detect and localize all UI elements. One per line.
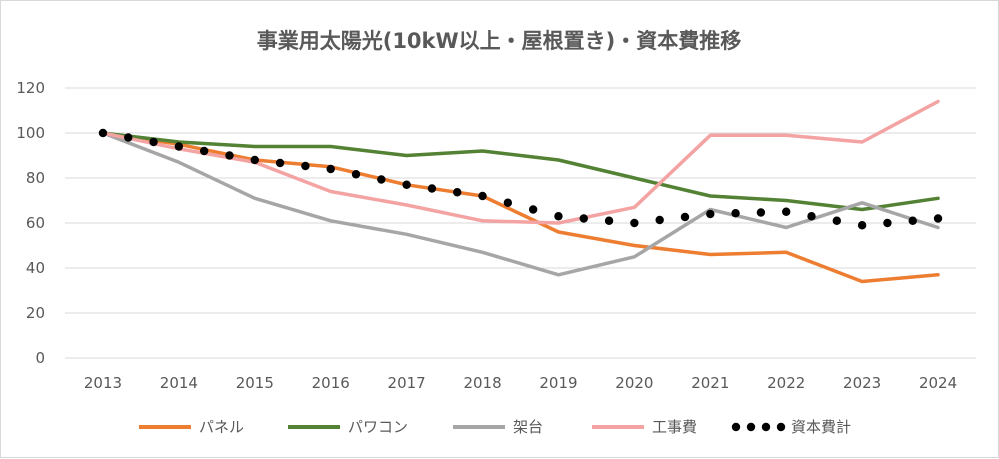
x-tick-label: 2020: [615, 374, 653, 392]
legend-swatch: [761, 422, 771, 432]
series-dot: [427, 184, 437, 193]
series-dot: [351, 170, 361, 179]
x-tick-label: 2018: [463, 374, 501, 392]
series-dot: [630, 218, 639, 228]
series-dot: [301, 161, 310, 171]
series-dot: [174, 142, 184, 151]
series-line: [101, 131, 940, 277]
x-tick-label: 2019: [539, 374, 577, 392]
y-tick-label: 20: [26, 304, 45, 322]
series-dot: [453, 188, 462, 197]
series-dot: [782, 207, 791, 216]
series-dot: [250, 155, 259, 165]
series-dot: [225, 151, 234, 160]
series-dot: [326, 164, 335, 174]
y-tick-label: 40: [26, 259, 45, 277]
series-dot: [579, 214, 588, 223]
legend-swatch: [776, 422, 786, 432]
series-line: [101, 131, 940, 212]
y-tick-label: 60: [26, 214, 45, 232]
legend-label: 資本費計: [791, 418, 851, 436]
series-dot: [756, 208, 766, 217]
x-tick-label: 2015: [236, 374, 274, 392]
x-tick-label: 2023: [843, 374, 881, 392]
x-tick-label: 2014: [160, 374, 198, 392]
legend-item: 工事費: [592, 418, 697, 436]
legend-item: パネル: [139, 418, 244, 436]
series-dot: [554, 212, 563, 221]
y-tick-label: 0: [35, 349, 45, 367]
series-dot: [832, 216, 842, 225]
series-dot: [149, 137, 158, 147]
series-lines: [98, 99, 943, 284]
series-dot: [377, 175, 386, 184]
y-tick-label: 120: [16, 79, 45, 97]
series-dot: [807, 212, 816, 221]
y-tick-label: 100: [16, 124, 45, 142]
series-dot: [933, 214, 943, 223]
x-tick-label: 2024: [919, 374, 957, 392]
legend: パネル パワコン 架台 工事費 資本費計: [139, 418, 851, 436]
series-dot: [503, 198, 513, 207]
legend-swatch: [746, 422, 756, 432]
legend-swatch: [731, 422, 741, 432]
legend-label: 架台: [513, 418, 543, 436]
series-line: [101, 131, 940, 284]
series-dot: [528, 205, 538, 214]
legend-label: パワコン: [348, 418, 408, 436]
series-dot: [857, 221, 867, 230]
series-dot: [98, 128, 108, 138]
series-dot: [731, 209, 740, 218]
x-tick-label: 2013: [84, 374, 122, 392]
y-tick-label: 80: [26, 169, 45, 187]
x-tick-label: 2022: [767, 374, 805, 392]
legend-label: パネル: [199, 418, 244, 436]
x-tick-label: 2017: [388, 374, 426, 392]
legend-item: 架台: [453, 418, 543, 436]
chart-title: 事業用太陽光(10kW以上・屋根置き)・資本費推移: [257, 29, 742, 53]
series-dot: [883, 218, 892, 228]
series-dot: [478, 191, 487, 201]
series-dot: [655, 215, 664, 225]
series-line: [101, 99, 940, 225]
series-dot: [680, 212, 690, 222]
legend-item: パワコン: [288, 418, 408, 436]
series-dot: [275, 158, 285, 168]
series-dot: [604, 216, 614, 225]
series-dot: [402, 180, 411, 189]
grid-lines: [65, 87, 976, 359]
series-dot: [199, 146, 209, 156]
x-axis-ticks: 2013 2014 2015 2016 2017 2018 2019 2020 2021 2022…: [84, 374, 957, 392]
legend-item: 資本費計: [731, 418, 851, 436]
series-dot: [124, 133, 133, 142]
y-axis-ticks: 0 20 40 60 80 100 120: [16, 79, 45, 367]
x-tick-label: 2021: [691, 374, 729, 392]
series-capital-cost-total: [98, 128, 943, 230]
series-dot: [706, 209, 715, 219]
x-tick-label: 2016: [312, 374, 350, 392]
legend-label: 工事費: [652, 418, 697, 436]
series-dot: [908, 216, 917, 225]
